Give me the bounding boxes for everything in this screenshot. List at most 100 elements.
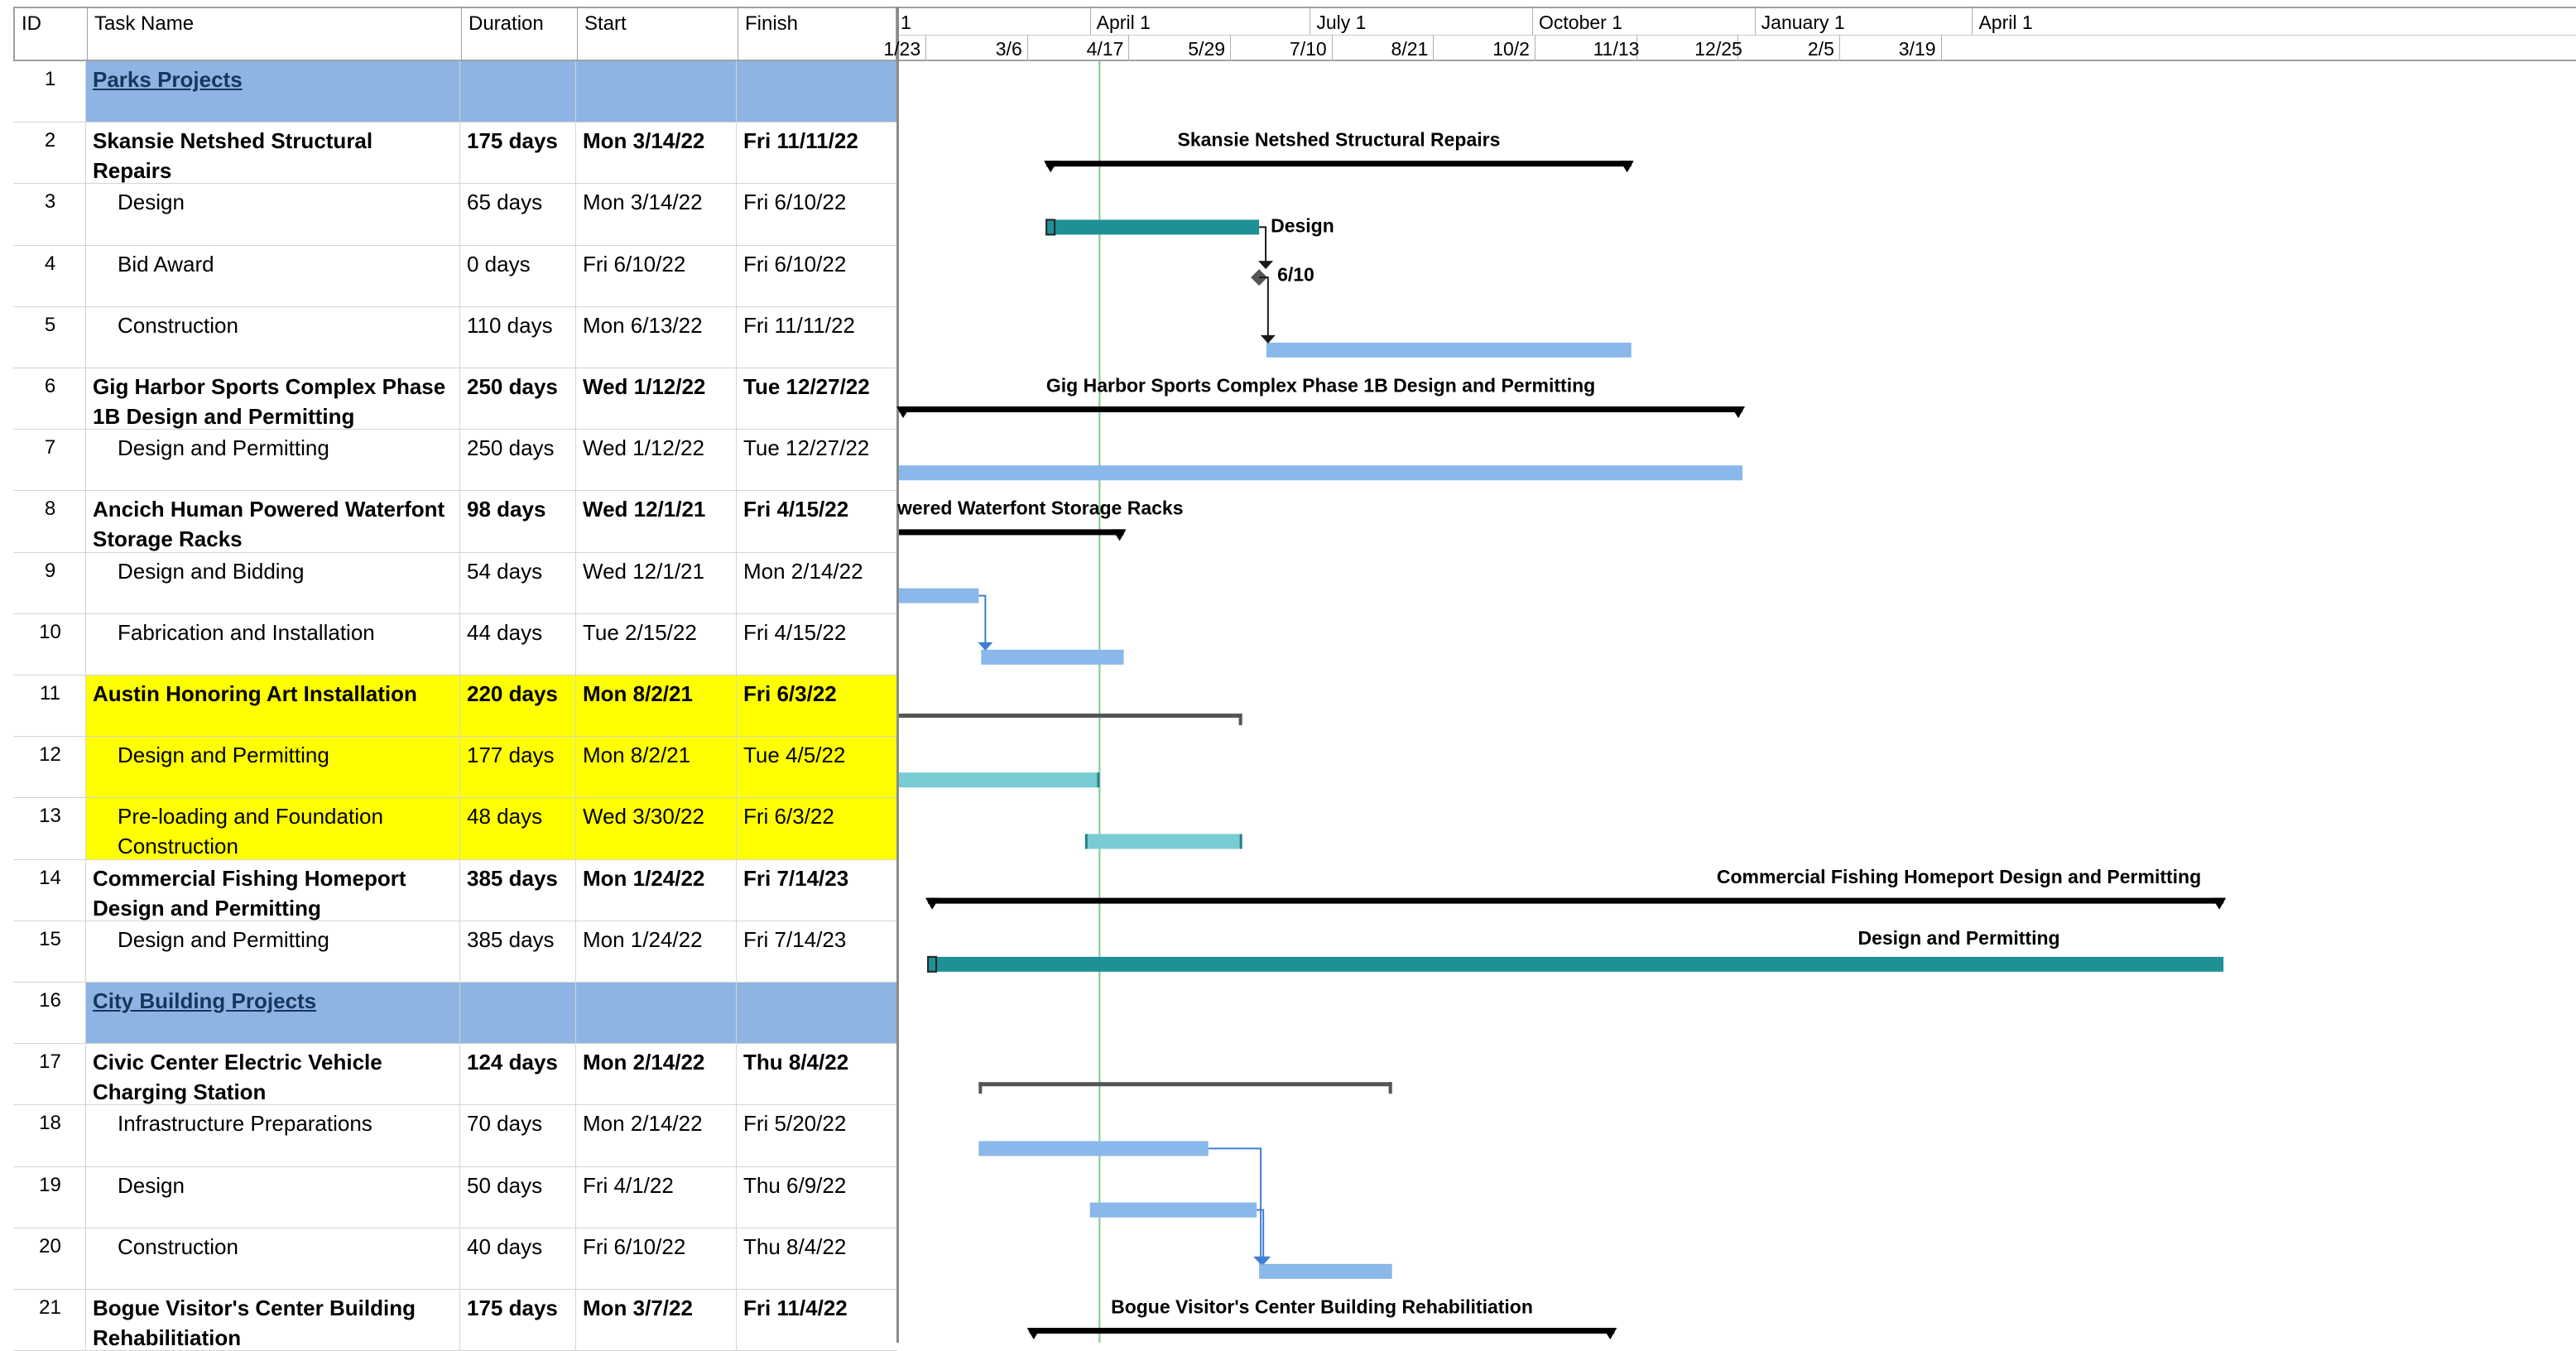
- start-cell[interactable]: Mon 3/7/22: [576, 1290, 737, 1351]
- task-name-cell[interactable]: Gig Harbor Sports Complex Phase 1B Desig…: [86, 368, 460, 430]
- duration-cell[interactable]: 54 days: [460, 552, 576, 613]
- finish-cell[interactable]: Tue 4/5/22: [737, 737, 897, 798]
- finish-cell[interactable]: Fri 6/10/22: [737, 246, 897, 306]
- row-id[interactable]: 3: [13, 184, 86, 245]
- finish-cell[interactable]: Fri 4/15/22: [737, 491, 897, 551]
- header-duration[interactable]: Duration: [462, 8, 578, 60]
- row-id[interactable]: 16: [13, 983, 86, 1044]
- duration-cell[interactable]: 385 days: [460, 859, 576, 921]
- table-row[interactable]: 8 Ancich Human Powered Waterfont Storage …: [13, 491, 897, 553]
- task-name-cell[interactable]: Infrastructure Preparations: [86, 1105, 460, 1166]
- duration-cell[interactable]: 175 days: [460, 123, 576, 184]
- finish-cell[interactable]: Fri 6/3/22: [737, 676, 897, 737]
- finish-cell[interactable]: [737, 983, 897, 1044]
- duration-cell[interactable]: 385 days: [460, 921, 576, 982]
- finish-cell[interactable]: Fri 11/11/22: [737, 307, 897, 368]
- finish-cell[interactable]: Fri 5/20/22: [737, 1105, 897, 1166]
- table-row[interactable]: 7 Design and Permitting 250 days Wed 1/12/2…: [13, 430, 897, 492]
- task-name-cell[interactable]: Design and Permitting: [86, 737, 460, 798]
- duration-cell[interactable]: 177 days: [460, 737, 576, 798]
- duration-cell[interactable]: 220 days: [460, 676, 576, 737]
- start-cell[interactable]: Mon 3/14/22: [576, 123, 737, 184]
- row-id[interactable]: 2: [13, 123, 86, 184]
- finish-cell[interactable]: Fri 6/3/22: [737, 798, 897, 859]
- start-cell[interactable]: Wed 3/30/22: [576, 798, 737, 859]
- task-name-cell[interactable]: Design and Bidding: [86, 552, 460, 613]
- duration-cell[interactable]: [460, 61, 576, 123]
- task-name-cell[interactable]: Design and Permitting: [86, 430, 460, 491]
- start-cell[interactable]: Fri 6/10/22: [576, 1228, 737, 1289]
- row-id[interactable]: 12: [13, 737, 86, 798]
- start-cell[interactable]: Wed 1/12/22: [576, 430, 737, 491]
- finish-cell[interactable]: Mon 2/14/22: [737, 553, 897, 613]
- task-name-cell[interactable]: Design: [86, 1166, 460, 1228]
- duration-cell[interactable]: 40 days: [460, 1228, 576, 1289]
- duration-cell[interactable]: 250 days: [460, 368, 576, 430]
- table-row[interactable]: 13 Pre-loading and Foundation Constructio…: [13, 798, 897, 860]
- finish-cell[interactable]: Tue 12/27/22: [737, 368, 897, 429]
- duration-cell[interactable]: 70 days: [460, 1105, 576, 1166]
- table-row[interactable]: 16 City Building Projects: [13, 983, 897, 1045]
- start-cell[interactable]: Mon 2/14/22: [576, 1044, 737, 1105]
- row-id[interactable]: 14: [13, 859, 86, 921]
- task-name-cell[interactable]: Construction: [86, 1228, 460, 1289]
- duration-cell[interactable]: [460, 983, 576, 1044]
- row-id[interactable]: 4: [13, 245, 86, 306]
- task-name-cell[interactable]: Parks Projects: [86, 61, 460, 123]
- finish-cell[interactable]: Thu 8/4/22: [737, 1044, 897, 1104]
- start-cell[interactable]: Mon 8/2/21: [576, 676, 737, 737]
- table-row[interactable]: 17 Civic Center Electric Vehicle Charging…: [13, 1044, 897, 1106]
- finish-cell[interactable]: Tue 12/27/22: [737, 430, 897, 490]
- task-name-cell[interactable]: Commercial Fishing Homeport Design and P…: [86, 859, 460, 921]
- table-row[interactable]: 20 Construction 40 days Fri 6/10/22 Thu 8/4/…: [13, 1228, 897, 1290]
- task-name-cell[interactable]: Pre-loading and Foundation Construction: [86, 798, 460, 859]
- finish-cell[interactable]: Thu 8/4/22: [737, 1228, 897, 1289]
- table-row[interactable]: 5 Construction 110 days Mon 6/13/22 Fri 11/1…: [13, 306, 897, 368]
- row-id[interactable]: 18: [13, 1105, 86, 1166]
- table-row[interactable]: 12 Design and Permitting 177 days Mon 8/2/2…: [13, 737, 897, 799]
- start-cell[interactable]: [576, 983, 737, 1044]
- duration-cell[interactable]: 98 days: [460, 491, 576, 552]
- row-id[interactable]: 9: [13, 552, 86, 613]
- row-id[interactable]: 17: [13, 1044, 86, 1105]
- header-id[interactable]: ID: [15, 8, 88, 60]
- duration-cell[interactable]: 50 days: [460, 1166, 576, 1228]
- start-cell[interactable]: Wed 1/12/22: [576, 368, 737, 430]
- duration-cell[interactable]: 65 days: [460, 184, 576, 245]
- finish-cell[interactable]: Fri 7/14/23: [737, 860, 897, 921]
- duration-cell[interactable]: 44 days: [460, 613, 576, 675]
- row-id[interactable]: 8: [13, 491, 86, 552]
- duration-cell[interactable]: 124 days: [460, 1044, 576, 1105]
- start-cell[interactable]: Mon 1/24/22: [576, 921, 737, 982]
- start-cell[interactable]: Mon 2/14/22: [576, 1105, 737, 1166]
- header-task-name[interactable]: Task Name: [88, 8, 462, 60]
- table-row[interactable]: 11 Austin Honoring Art Installation 220 da…: [13, 676, 897, 738]
- finish-cell[interactable]: Fri 11/4/22: [737, 1290, 897, 1350]
- finish-cell[interactable]: Fri 4/15/22: [737, 614, 897, 675]
- duration-cell[interactable]: 110 days: [460, 306, 576, 368]
- start-cell[interactable]: Fri 6/10/22: [576, 245, 737, 306]
- task-name-cell[interactable]: City Building Projects: [86, 983, 460, 1044]
- table-row[interactable]: 2 Skansie Netshed Structural Repairs 175 d…: [13, 123, 897, 185]
- duration-cell[interactable]: 250 days: [460, 430, 576, 491]
- start-cell[interactable]: Wed 12/1/21: [576, 552, 737, 613]
- table-row[interactable]: 1 Parks Projects: [13, 61, 897, 123]
- finish-cell[interactable]: [737, 61, 897, 123]
- task-name-cell[interactable]: Fabrication and Installation: [86, 613, 460, 675]
- start-cell[interactable]: Mon 8/2/21: [576, 737, 737, 798]
- start-cell[interactable]: Wed 12/1/21: [576, 491, 737, 552]
- row-id[interactable]: 15: [13, 921, 86, 982]
- task-name-cell[interactable]: Design and Permitting: [86, 921, 460, 982]
- task-name-cell[interactable]: Construction: [86, 306, 460, 368]
- table-row[interactable]: 9 Design and Bidding 54 days Wed 12/1/21 Mon…: [13, 552, 897, 614]
- row-id[interactable]: 1: [13, 61, 86, 123]
- start-cell[interactable]: Fri 4/1/22: [576, 1166, 737, 1228]
- task-name-cell[interactable]: Bid Award: [86, 245, 460, 306]
- row-id[interactable]: 13: [13, 798, 86, 859]
- finish-cell[interactable]: Fri 11/11/22: [737, 123, 897, 183]
- row-id[interactable]: 21: [13, 1290, 86, 1351]
- start-cell[interactable]: [576, 61, 737, 123]
- task-name-cell[interactable]: Design: [86, 184, 460, 245]
- table-row[interactable]: 19 Design 50 days Fri 4/1/22 Thu 6/9/22: [13, 1166, 897, 1228]
- task-name-cell[interactable]: Austin Honoring Art Installation: [86, 676, 460, 737]
